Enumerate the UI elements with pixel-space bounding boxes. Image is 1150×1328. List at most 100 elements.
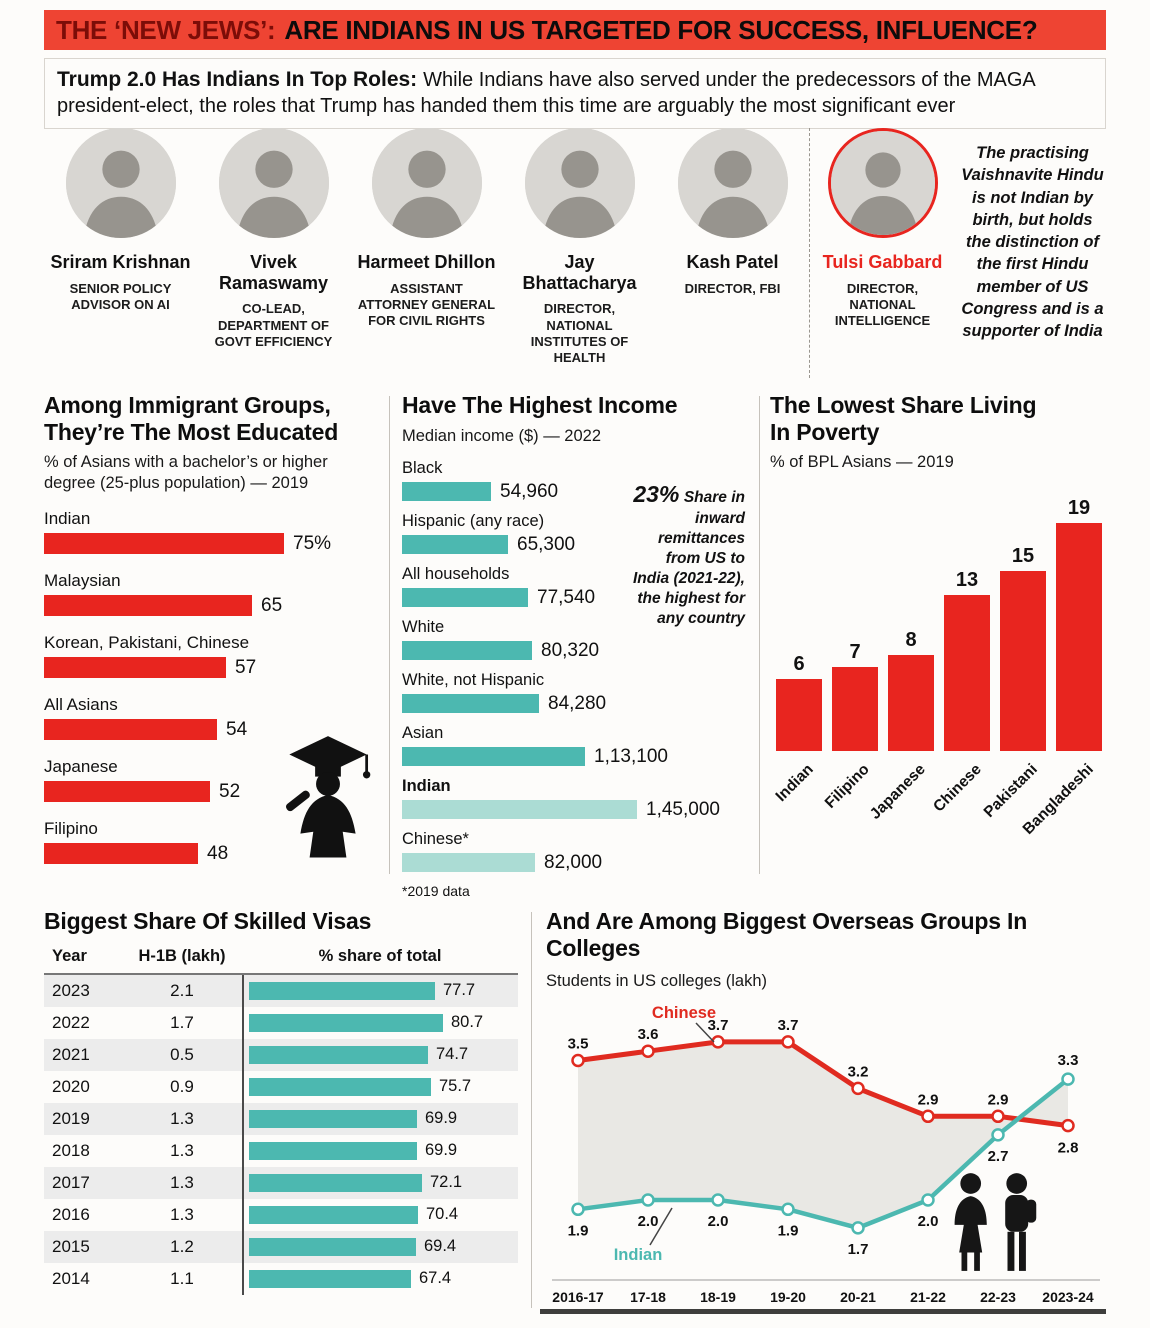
bar bbox=[944, 595, 990, 752]
point-label: 3.5 bbox=[568, 1036, 589, 1053]
point-label: 2.0 bbox=[918, 1213, 939, 1230]
education-bar-chart: Indian 75% Malaysian 65 Korean, Pakistani, C… bbox=[44, 509, 382, 865]
bar-value: 84,280 bbox=[548, 692, 607, 714]
bar-value: 70.4 bbox=[426, 1205, 459, 1224]
intro-body: While Indians have also served under the… bbox=[57, 69, 1035, 118]
section-subtitle: % of BPL Asians — 2019 bbox=[770, 453, 954, 472]
bar-value: 69.4 bbox=[424, 1237, 457, 1256]
cell-h1b: 0.9 bbox=[170, 1076, 194, 1096]
portrait-cards: Sriram Krishnan SENIOR POLICY ADVISOR ON … bbox=[44, 128, 951, 378]
bar-value: 52 bbox=[219, 780, 241, 802]
section-subtitle: Median income ($) — 2022 bbox=[402, 426, 602, 445]
section-title: Have The Highest Income bbox=[402, 392, 745, 419]
cell-year: 2017 bbox=[52, 1172, 90, 1192]
poverty-chart-panel: The Lowest Share Living In Poverty % of … bbox=[770, 392, 1106, 835]
bar-line: 75% bbox=[44, 533, 382, 555]
cell-h1b: 0.5 bbox=[170, 1044, 194, 1064]
bar-label: White bbox=[402, 617, 445, 636]
bar-line: 1,13,100 bbox=[402, 746, 745, 768]
bar bbox=[44, 781, 210, 803]
bar bbox=[44, 657, 226, 679]
bar-row: Chinese* 82,000 bbox=[402, 830, 745, 874]
point-label: 2.0 bbox=[708, 1213, 729, 1230]
point-label: 2.7 bbox=[988, 1148, 1009, 1165]
cell-share: 74.7 bbox=[242, 1038, 518, 1071]
portrait-photo bbox=[371, 128, 482, 238]
person-silhouette-icon bbox=[677, 128, 788, 238]
bar-value: 82,000 bbox=[544, 851, 603, 873]
title-line: And Are Among Biggest Overseas Groups In… bbox=[546, 908, 1028, 961]
callout-text: Share in inward remittances from US to I… bbox=[633, 489, 745, 627]
bar-line: 80,320 bbox=[402, 640, 745, 662]
bar-label: All Asians bbox=[44, 694, 118, 714]
point-label: 1.9 bbox=[568, 1223, 589, 1240]
bar-row: Filipino 48 bbox=[44, 819, 382, 865]
table-row: 2020 0.9 75.7 bbox=[44, 1070, 518, 1103]
person-role: CO-LEAD, DEPARTMENT OF GOVT EFFICIENCY bbox=[214, 301, 333, 349]
bar-row: Malaysian 65 bbox=[44, 571, 382, 617]
bar-label: All households bbox=[402, 564, 510, 583]
column-header-year: Year bbox=[52, 946, 87, 965]
person-card: Tulsi Gabbard DIRECTOR, NATIONAL INTELLIG… bbox=[809, 128, 951, 378]
bar-label: Japanese bbox=[44, 756, 118, 776]
person-role: ASSISTANT ATTORNEY GENERAL FOR CIVIL RIG… bbox=[357, 280, 496, 329]
bar-value: 15 bbox=[1012, 545, 1034, 567]
portrait-photo bbox=[65, 128, 176, 238]
bar-row: All households 77,540 bbox=[402, 565, 745, 609]
x-tick-label: 20-21 bbox=[840, 1289, 876, 1305]
bar-value: 75% bbox=[293, 532, 332, 554]
cell-share: 77.7 bbox=[242, 974, 518, 1007]
remittance-callout: 23% Share in inward remittances from US … bbox=[631, 480, 745, 629]
bar-label: Black bbox=[402, 458, 443, 477]
person-name: Harmeet Dhillon bbox=[357, 252, 496, 272]
data-point bbox=[711, 1035, 725, 1050]
person-role: DIRECTOR, NATIONAL INSTITUTES OF HEALTH bbox=[530, 301, 629, 366]
bar bbox=[44, 533, 284, 555]
table-row: 2019 1.3 69.9 bbox=[44, 1102, 518, 1135]
bar bbox=[832, 667, 878, 752]
bar-label: Pakistani bbox=[981, 761, 1041, 821]
data-point bbox=[571, 1054, 585, 1068]
bar bbox=[776, 679, 822, 752]
bar bbox=[402, 694, 539, 714]
data-point bbox=[851, 1221, 865, 1236]
cell-year: 2015 bbox=[52, 1236, 90, 1256]
bar bbox=[249, 1109, 417, 1128]
bar-value: 57 bbox=[235, 656, 257, 678]
bar bbox=[44, 719, 217, 741]
portrait-photo bbox=[827, 128, 938, 238]
bar-line: 48 bbox=[44, 843, 382, 865]
bar-label: Chinese* bbox=[402, 829, 469, 848]
bar bbox=[402, 641, 532, 661]
bar-value: 74.7 bbox=[436, 1045, 469, 1064]
title-line: They’re The Most Educated bbox=[44, 418, 339, 445]
table-row: 2014 1.1 67.4 bbox=[44, 1262, 518, 1295]
cell-h1b: 1.3 bbox=[170, 1108, 194, 1128]
table-row: 2017 1.3 72.1 bbox=[44, 1166, 518, 1199]
bar-label: Korean, Pakistani, Chinese bbox=[44, 632, 250, 652]
bar-label: Hispanic (any race) bbox=[402, 511, 545, 530]
bar bbox=[249, 1269, 411, 1288]
bar bbox=[249, 1141, 417, 1160]
cell-year: 2018 bbox=[52, 1140, 90, 1160]
person-silhouette-icon bbox=[218, 128, 329, 238]
cell-h1b: 1.7 bbox=[170, 1012, 194, 1032]
bar-label: Filipino bbox=[822, 761, 873, 812]
bar-row: Korean, Pakistani, Chinese 57 bbox=[44, 633, 382, 679]
bar-value: 75.7 bbox=[439, 1077, 472, 1096]
bar-line: 65,300 bbox=[402, 534, 745, 556]
bar bbox=[402, 482, 491, 502]
table-row: 2021 0.5 74.7 bbox=[44, 1038, 518, 1071]
headline-highlight: THE ‘NEW JEWS’: bbox=[56, 14, 276, 45]
table-row: 2016 1.3 70.4 bbox=[44, 1198, 518, 1231]
x-tick-label: 18-19 bbox=[700, 1289, 736, 1305]
callout-stat: 23% bbox=[633, 481, 680, 507]
column-divider bbox=[531, 912, 532, 1308]
cell-h1b: 1.3 bbox=[170, 1204, 194, 1224]
bar bbox=[249, 1173, 422, 1192]
bar-value: 54,960 bbox=[500, 480, 559, 502]
legend-leader bbox=[695, 1022, 715, 1043]
college-line-chart: 2016-17 17-18 18-19 19-20 20-21 21-22 22-23 202… bbox=[552, 1004, 1100, 1305]
title-line: Have The Highest Income bbox=[402, 392, 678, 418]
bar-value: 7 bbox=[849, 641, 860, 663]
